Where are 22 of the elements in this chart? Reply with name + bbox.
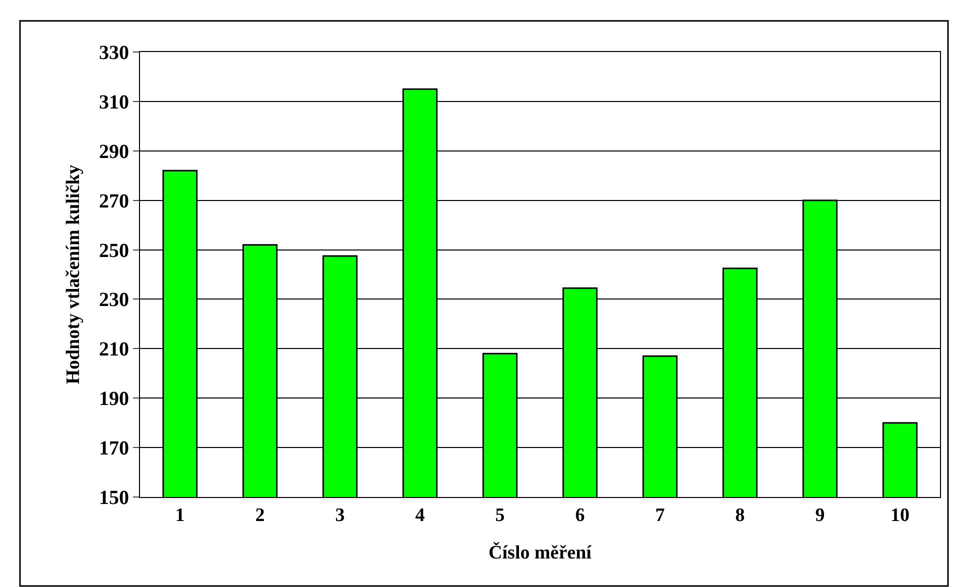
y-tick-label: 210 [99,338,129,361]
x-tick-label: 5 [495,504,505,526]
x-tick-label: 7 [655,504,666,526]
y-tick-label: 310 [99,91,129,114]
y-tick-label: 270 [99,190,129,212]
x-tick-label: 10 [890,504,910,526]
y-tick-label: 290 [99,140,129,163]
x-tick-label: 9 [815,504,825,526]
y-tick-label: 250 [99,240,129,262]
y-tick-label: 230 [99,289,129,312]
x-tick-label: 1 [175,504,185,526]
x-tick-label: 4 [415,504,426,526]
x-axis-title: Číslo měření [488,542,592,564]
x-tick-label: 8 [735,504,745,526]
y-axis-title: Hodnoty vtlačením kuličky [62,164,84,384]
x-tick-label: 6 [575,504,585,526]
y-tick-label: 150 [99,487,129,509]
x-tick-label: 3 [335,504,345,526]
x-tick-label: 2 [255,504,265,526]
y-tick-label: 190 [99,388,129,410]
y-tick-label: 330 [99,42,129,64]
y-tick-label: 170 [99,438,129,460]
